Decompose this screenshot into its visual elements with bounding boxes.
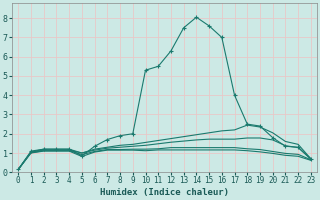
X-axis label: Humidex (Indice chaleur): Humidex (Indice chaleur) (100, 188, 229, 197)
